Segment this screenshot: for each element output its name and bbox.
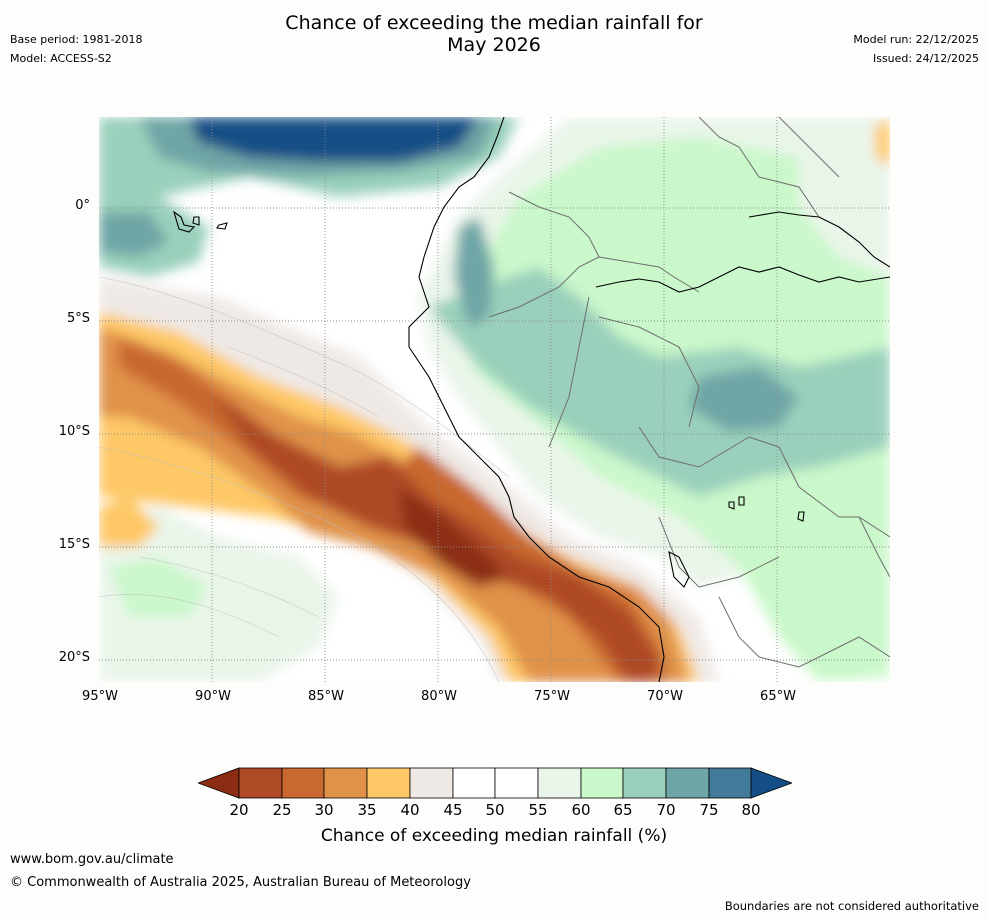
- forecast-metadata-right: Model run: 22/12/2025 Issued: 24/12/2025: [853, 30, 979, 68]
- lon-label-95w: 95°W: [82, 689, 118, 704]
- lat-label-20s: 20°S: [58, 650, 90, 665]
- contour-lines: [99, 276, 510, 682]
- colorbar-tick-45: 45: [443, 801, 463, 819]
- title-line-1: Chance of exceeding the median rainfall …: [285, 12, 703, 34]
- lon-label-90w: 90°W: [195, 689, 231, 704]
- lat-label-10s: 10°S: [58, 424, 90, 439]
- colorbar-tick-65: 65: [613, 801, 633, 819]
- field-60-65-southwest: [99, 507, 339, 682]
- boundary-disclaimer: Boundaries are not considered authoritat…: [724, 899, 979, 913]
- field-75-80-west: [99, 212, 169, 257]
- colorbar-tick-60: 60: [571, 801, 591, 819]
- field-60-65-northeast: [799, 137, 890, 277]
- colorbar-tick-40: 40: [400, 801, 420, 819]
- colorbar-75-80: [708, 767, 752, 799]
- lat-label-0: 0°: [75, 198, 90, 213]
- field-75-80-basin: [689, 367, 799, 432]
- colorbar-20-25: [238, 767, 283, 799]
- country-borders: [488, 117, 890, 668]
- coastlines-and-rivers: [173, 117, 890, 682]
- colorbar-35-40: [366, 767, 411, 799]
- colorbar-30-35: [323, 767, 368, 799]
- colorbar-45-50: [452, 767, 496, 799]
- colorbar-tick-50: 50: [485, 801, 505, 819]
- map-title: Chance of exceeding the median rainfall …: [0, 12, 988, 56]
- lon-label-75w: 75°W: [534, 689, 570, 704]
- lon-label-80w: 80°W: [421, 689, 457, 704]
- latitude-longitude-grid: [99, 117, 890, 682]
- colorbar-below-20: [198, 767, 240, 799]
- colorbar-tick-70: 70: [656, 801, 676, 819]
- colorbar-title: Chance of exceeding median rainfall (%): [320, 826, 668, 846]
- colorbar-above-80: [750, 767, 792, 799]
- base-period-text: Base period: 1981-2018: [10, 33, 143, 46]
- colorbar-60-65: [580, 767, 624, 799]
- lon-label-70w: 70°W: [647, 689, 683, 704]
- lat-label-5s: 5°S: [66, 311, 90, 326]
- colorbar-tick-35: 35: [357, 801, 377, 819]
- colorbar-40-45: [409, 767, 454, 799]
- lon-label-85w: 85°W: [308, 689, 344, 704]
- field-75-80-ridge: [454, 217, 494, 327]
- field-35-40-northeast: [875, 117, 890, 167]
- lon-label-65w: 65°W: [760, 689, 796, 704]
- rainfall-probability-map: [99, 117, 890, 682]
- forecast-metadata-left: Base period: 1981-2018 Model: ACCESS-S2: [10, 30, 142, 68]
- colorbar-tick-25: 25: [272, 801, 292, 819]
- colorbar-legend: [198, 767, 792, 799]
- colorbar-tick-20: 20: [229, 801, 249, 819]
- colorbar-tick-75: 75: [699, 801, 719, 819]
- colorbar-70-75: [665, 767, 710, 799]
- website-link[interactable]: www.bom.gov.au/climate: [10, 852, 174, 867]
- model-run-text: Model run: 22/12/2025: [853, 33, 979, 46]
- colorbar-65-70: [622, 767, 667, 799]
- colorbar-tick-80: 80: [741, 801, 761, 819]
- field-70-75-amazon: [429, 267, 890, 497]
- colorbar-tick-55: 55: [528, 801, 548, 819]
- issued-text: Issued: 24/12/2025: [872, 52, 979, 65]
- colorbar-55-60: [537, 767, 582, 799]
- copyright-text: © Commonwealth of Australia 2025, Austra…: [10, 875, 471, 890]
- colorbar-tick-30: 30: [314, 801, 334, 819]
- field-35-40-southwest: [99, 497, 159, 547]
- field-above-80-north: [189, 117, 479, 162]
- field-65-70-southwest: [109, 557, 209, 617]
- model-text: Model: ACCESS-S2: [10, 52, 112, 65]
- colorbar-50-55: [494, 767, 539, 799]
- lat-label-15s: 15°S: [58, 537, 90, 552]
- title-line-2: May 2026: [447, 34, 541, 56]
- colorbar-25-30: [281, 767, 325, 799]
- field-below-20-core: [399, 487, 509, 587]
